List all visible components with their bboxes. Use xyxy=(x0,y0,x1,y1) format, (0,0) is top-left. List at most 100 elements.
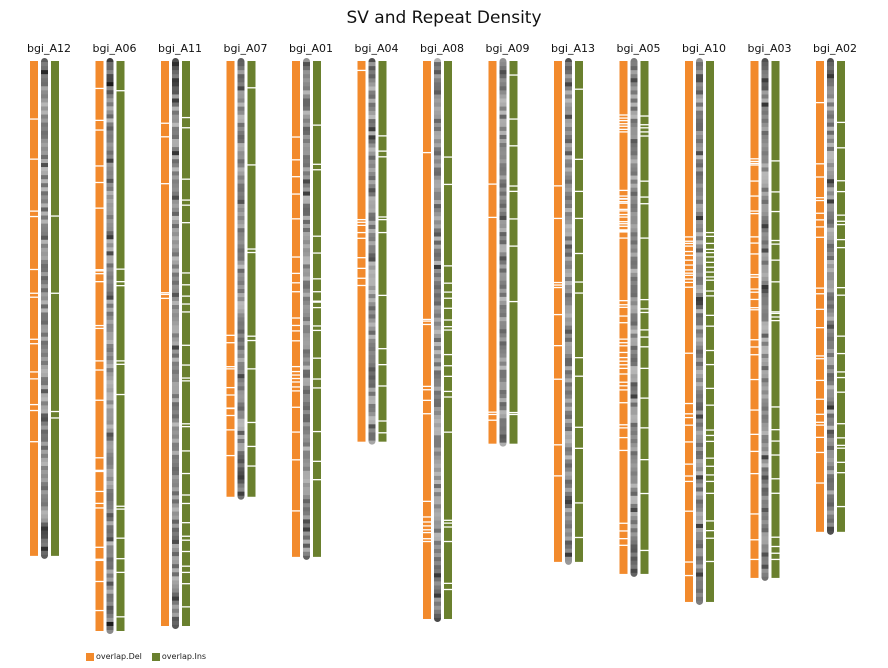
repeat-band xyxy=(827,377,834,382)
repeat-band xyxy=(172,612,179,618)
repeat-band xyxy=(499,219,507,225)
repeat-band xyxy=(434,443,441,448)
repeat-band xyxy=(565,70,572,75)
del-gap xyxy=(816,101,824,104)
ins-gap xyxy=(182,494,190,496)
repeat-band xyxy=(761,240,769,245)
repeat-band xyxy=(434,126,441,132)
repeat-band xyxy=(172,82,179,87)
repeat-band xyxy=(172,539,179,545)
repeat-band xyxy=(237,443,245,448)
repeat-band xyxy=(41,154,48,160)
ins-gap xyxy=(313,301,321,303)
repeat-band xyxy=(368,228,376,234)
del-gap xyxy=(816,287,824,289)
repeat-band xyxy=(434,301,441,306)
del-gap xyxy=(619,300,628,302)
repeat-band xyxy=(172,151,179,156)
repeat-band xyxy=(630,159,638,164)
repeat-band xyxy=(630,252,638,258)
repeat-band xyxy=(630,495,638,501)
del-gap xyxy=(95,119,104,122)
del-gap xyxy=(685,574,693,577)
repeat-band xyxy=(434,593,441,599)
repeat-band xyxy=(761,183,769,189)
repeat-band xyxy=(565,495,572,501)
repeat-band xyxy=(303,491,310,496)
del-gap xyxy=(226,429,235,431)
del-gap xyxy=(619,223,628,225)
repeat-band xyxy=(761,106,769,112)
del-gap xyxy=(619,208,628,211)
repeat-band xyxy=(106,476,114,482)
repeat-band xyxy=(303,74,310,79)
repeat-band xyxy=(41,324,48,330)
repeat-band xyxy=(106,190,114,196)
del-gap xyxy=(292,370,300,373)
repeat-band xyxy=(761,309,769,314)
repeat-band xyxy=(172,70,179,75)
repeat-band xyxy=(434,232,441,237)
repeat-band xyxy=(630,321,638,326)
repeat-band xyxy=(106,283,114,288)
repeat-band xyxy=(827,425,834,431)
ins-gap xyxy=(771,259,780,261)
ins-gap xyxy=(116,571,125,574)
ins-gap xyxy=(378,218,387,221)
ins-gap xyxy=(182,522,190,524)
repeat-band xyxy=(41,320,48,325)
repeat-band xyxy=(565,159,572,164)
repeat-band xyxy=(630,366,638,371)
repeat-band xyxy=(565,126,572,132)
repeat-band xyxy=(368,265,376,271)
ins-track xyxy=(509,61,518,444)
repeat-band xyxy=(172,333,179,338)
repeat-band xyxy=(499,284,507,290)
repeat-band xyxy=(106,158,114,164)
repeat-band xyxy=(106,609,114,615)
repeat-band xyxy=(172,600,179,606)
repeat-band xyxy=(303,527,310,532)
repeat-band xyxy=(41,397,48,402)
del-gap xyxy=(161,136,169,138)
del-gap xyxy=(750,346,759,348)
repeat-band xyxy=(434,475,441,481)
repeat-band xyxy=(368,233,376,238)
ins-gap xyxy=(706,325,714,327)
repeat-band xyxy=(761,284,769,290)
repeat-band xyxy=(696,475,703,480)
ins-gap xyxy=(706,271,714,273)
repeat-band xyxy=(434,362,441,367)
repeat-density-track xyxy=(696,58,703,605)
repeat-band xyxy=(565,321,572,327)
ins-gap xyxy=(706,261,714,263)
repeat-band xyxy=(565,86,572,91)
repeat-band xyxy=(696,398,703,403)
chromosome-bgi_A10: bgi_A10 xyxy=(682,42,726,605)
del-gap xyxy=(619,427,628,429)
repeat-band xyxy=(237,195,245,201)
repeat-band xyxy=(499,317,507,322)
repeat-band xyxy=(630,536,638,541)
repeat-band xyxy=(237,438,245,444)
repeat-band xyxy=(827,417,834,423)
repeat-band xyxy=(106,154,114,160)
repeat-band xyxy=(827,134,834,140)
repeat-band xyxy=(499,292,507,298)
repeat-band xyxy=(434,451,441,457)
repeat-band xyxy=(368,346,376,352)
repeat-band xyxy=(565,143,572,148)
repeat-band xyxy=(172,552,179,557)
repeat-band xyxy=(565,329,572,335)
repeat-band xyxy=(565,337,572,343)
repeat-band xyxy=(761,175,769,181)
del-gap xyxy=(750,180,759,182)
del-gap xyxy=(30,292,38,294)
ins-gap xyxy=(837,294,845,296)
repeat-band xyxy=(696,467,703,472)
repeat-band xyxy=(41,377,48,382)
repeat-band xyxy=(41,251,48,257)
repeat-band xyxy=(761,366,769,371)
repeat-band xyxy=(106,178,114,184)
repeat-band xyxy=(630,572,638,577)
